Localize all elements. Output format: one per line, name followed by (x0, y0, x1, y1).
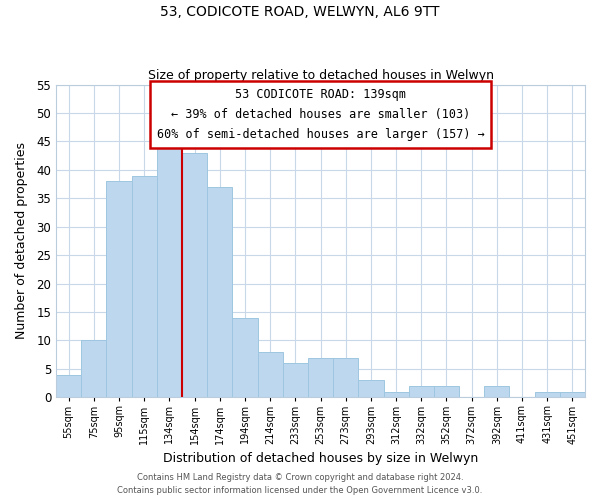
Bar (56, 374, 81, 398)
Bar (484, 386, 509, 398)
Bar (383, 392, 409, 398)
Bar (207, 187, 232, 398)
Text: Contains HM Land Registry data © Crown copyright and database right 2024.
Contai: Contains HM Land Registry data © Crown c… (118, 474, 482, 495)
Bar (409, 386, 434, 398)
Bar (81, 340, 106, 398)
Bar (560, 392, 585, 398)
Title: Size of property relative to detached houses in Welwyn: Size of property relative to detached ho… (148, 69, 494, 82)
Y-axis label: Number of detached properties: Number of detached properties (15, 142, 28, 340)
Bar (182, 153, 207, 398)
X-axis label: Distribution of detached houses by size in Welwyn: Distribution of detached houses by size … (163, 452, 478, 465)
Text: 53 CODICOTE ROAD: 139sqm
← 39% of detached houses are smaller (103)
60% of semi-: 53 CODICOTE ROAD: 139sqm ← 39% of detach… (157, 88, 484, 141)
Bar (257, 352, 283, 398)
Bar (283, 363, 308, 398)
Text: 53, CODICOTE ROAD, WELWYN, AL6 9TT: 53, CODICOTE ROAD, WELWYN, AL6 9TT (160, 5, 440, 19)
Bar (434, 386, 459, 398)
Bar (333, 358, 358, 398)
Bar (157, 136, 182, 398)
Bar (232, 318, 257, 398)
Bar (535, 392, 560, 398)
Bar (131, 176, 157, 398)
Bar (308, 358, 333, 398)
Bar (358, 380, 383, 398)
Bar (106, 181, 131, 398)
